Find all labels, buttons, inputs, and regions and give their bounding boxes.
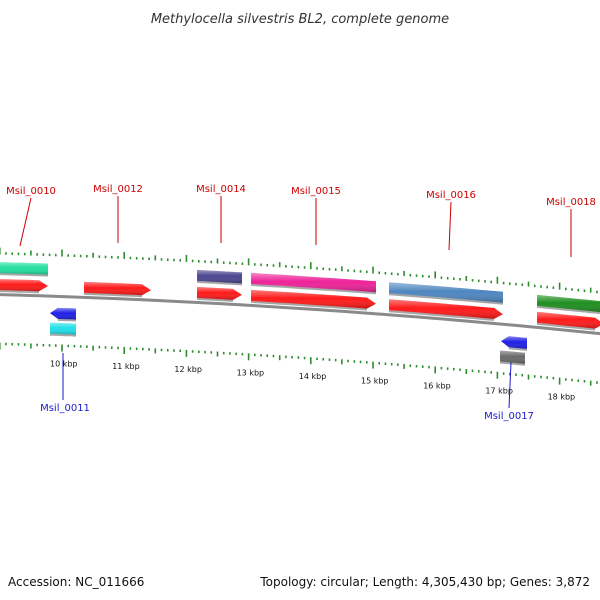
scale-labels: 10 kbp 11 kbp 12 kbp 13 kbp 14 kbp 15 kbp 16 k… <box>50 360 575 402</box>
gene-feature <box>0 279 48 294</box>
gene-label: Msil_0011 <box>40 403 90 414</box>
gene-feature <box>84 281 151 298</box>
gene-feature <box>50 307 76 322</box>
scale-label: 11 kbp <box>112 362 140 371</box>
gene-feature <box>0 262 48 277</box>
gene-label: Msil_0017 <box>484 411 534 422</box>
scale-label: 10 kbp <box>50 360 78 369</box>
accession-text: Accession: NC_011666 <box>8 575 144 589</box>
gene-feature <box>251 289 376 311</box>
map-title: Methylocella silvestris BL2, complete ge… <box>151 12 449 27</box>
scale-label: 16 kbp <box>423 381 451 390</box>
scale-label: 13 kbp <box>237 368 265 377</box>
gene-feature <box>537 294 600 315</box>
gene-feature <box>251 272 376 295</box>
genome-backbone <box>0 293 600 336</box>
gene-feature <box>389 282 503 305</box>
scale-label: 14 kbp <box>299 372 327 381</box>
scale-label: 12 kbp <box>174 365 202 374</box>
gene-label: Msil_0018 <box>546 197 596 208</box>
gene-label: Msil_0016 <box>426 190 476 201</box>
scale-ticks <box>0 247 598 386</box>
scale-label: 15 kbp <box>361 377 389 386</box>
gene-feature <box>50 322 76 337</box>
gene-feature <box>197 269 242 286</box>
gene-label: Msil_0010 <box>6 186 56 197</box>
gene-feature <box>500 350 525 366</box>
gene-features <box>0 262 600 366</box>
scale-label: 18 kbp <box>548 393 576 402</box>
genome-summary-text: Topology: circular; Length: 4,305,430 bp… <box>259 575 590 589</box>
gene-feature <box>537 311 600 331</box>
gene-feature <box>389 299 503 321</box>
gene-label: Msil_0014 <box>196 184 246 195</box>
gene-label-leader <box>448 201 452 251</box>
scale-label: 17 kbp <box>485 387 513 396</box>
gene-labels: Msil_0010 Msil_0012 Msil_0014 Msil_0015 Msil… <box>6 184 596 422</box>
gene-feature <box>197 286 242 302</box>
gene-label: Msil_0015 <box>291 186 341 197</box>
gene-label-leader <box>508 361 512 409</box>
gene-label-leader <box>19 197 32 247</box>
gene-feature <box>501 336 527 351</box>
gene-label: Msil_0012 <box>93 184 143 195</box>
